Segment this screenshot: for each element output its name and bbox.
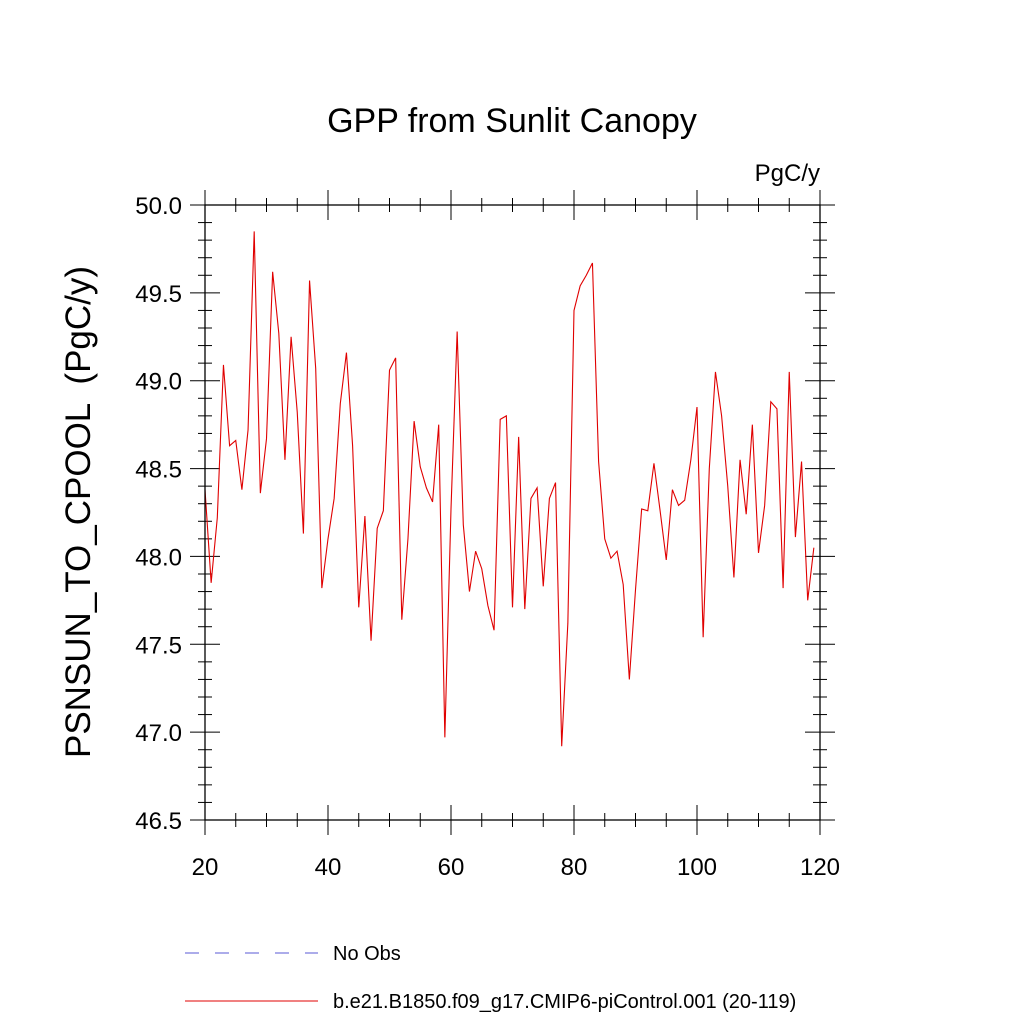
series-group bbox=[204, 231, 815, 747]
y-tick-label: 47.5 bbox=[135, 632, 182, 659]
x-tick-label: 60 bbox=[438, 854, 465, 881]
x-tick-label: 80 bbox=[561, 854, 588, 881]
y-tick-label: 48.5 bbox=[135, 457, 182, 484]
y-tick-label: 50.0 bbox=[135, 193, 182, 220]
plot-frame bbox=[204, 204, 821, 821]
legend-label-no-obs: No Obs bbox=[333, 943, 401, 965]
y-tick-labels: 46.5 47.0 47.5 48.0 48.5 49.0 49.5 50.0 bbox=[135, 193, 182, 835]
x-tick-label: 40 bbox=[315, 854, 342, 881]
y-tick-label: 48.0 bbox=[135, 544, 182, 571]
x-tick-label: 20 bbox=[192, 854, 219, 881]
x-tick-labels: 20 40 60 80 100 120 bbox=[192, 854, 840, 881]
x-tick-label: 100 bbox=[677, 854, 717, 881]
y-axis-label: PSNSUN_TO_CPOOL (PgC/y) bbox=[59, 266, 98, 758]
chart-title: GPP from Sunlit Canopy bbox=[327, 102, 697, 140]
axis-ticks bbox=[190, 190, 835, 835]
y-tick-label: 46.5 bbox=[135, 808, 182, 835]
legend-label-control-run: b.e21.B1850.f09_g17.CMIP6-piControl.001 … bbox=[333, 991, 796, 1013]
y-tick-label: 49.0 bbox=[135, 369, 182, 396]
units-label: PgC/y bbox=[755, 160, 820, 187]
series-line-0 bbox=[204, 231, 815, 747]
x-tick-label: 120 bbox=[800, 854, 840, 881]
y-tick-label: 49.5 bbox=[135, 281, 182, 308]
y-tick-label: 47.0 bbox=[135, 720, 182, 747]
